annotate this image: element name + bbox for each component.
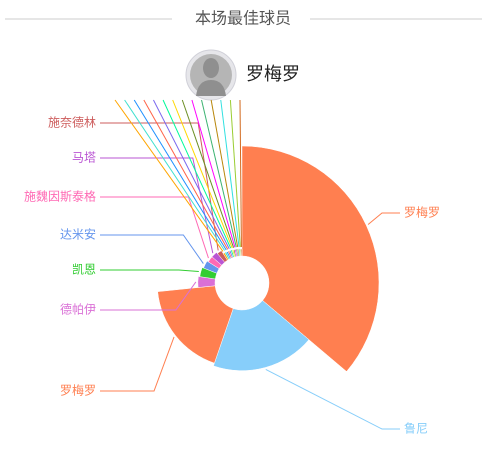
leader-line xyxy=(100,281,197,311)
rose-slice xyxy=(213,300,310,371)
slice-label: 施魏因斯泰格 xyxy=(24,189,96,204)
rose-slice xyxy=(241,145,380,372)
slice-label: 达米安 xyxy=(60,227,96,242)
leader-line xyxy=(210,99,239,248)
featured-player: 罗梅罗 xyxy=(246,64,300,85)
leader-line xyxy=(181,99,235,248)
leader-line xyxy=(100,269,199,272)
slice-label: 德帕伊 xyxy=(60,302,96,317)
leader-line xyxy=(172,99,233,249)
slice-label: 施奈德林 xyxy=(48,115,96,130)
leader-line xyxy=(265,369,400,430)
leader-line xyxy=(162,99,232,249)
leader-line xyxy=(133,99,227,251)
leader-line xyxy=(100,336,175,392)
rose-slice xyxy=(240,248,243,257)
avatar xyxy=(185,49,237,101)
leader-line xyxy=(239,99,242,248)
leader-line xyxy=(114,99,224,252)
leader-line xyxy=(153,99,230,249)
slice-label: 罗梅罗 xyxy=(404,205,440,220)
leader-line xyxy=(100,196,209,259)
leader-line xyxy=(100,157,214,254)
leader-line xyxy=(201,99,237,248)
chart-title: 本场最佳球员 xyxy=(195,9,291,28)
leader-line xyxy=(220,99,240,247)
slice-label: 罗梅罗 xyxy=(60,383,96,398)
leader-line xyxy=(100,234,204,264)
slice-label: 鲁尼 xyxy=(404,422,428,436)
slice-label: 凯恩 xyxy=(72,263,96,277)
slice-label: 马塔 xyxy=(72,151,96,165)
leader-line xyxy=(229,99,241,248)
leader-line xyxy=(367,212,400,225)
rose-slice xyxy=(157,285,234,364)
leader-line xyxy=(143,99,229,250)
leader-line xyxy=(100,122,219,251)
leader-line xyxy=(191,99,236,248)
leader-line xyxy=(124,99,225,251)
